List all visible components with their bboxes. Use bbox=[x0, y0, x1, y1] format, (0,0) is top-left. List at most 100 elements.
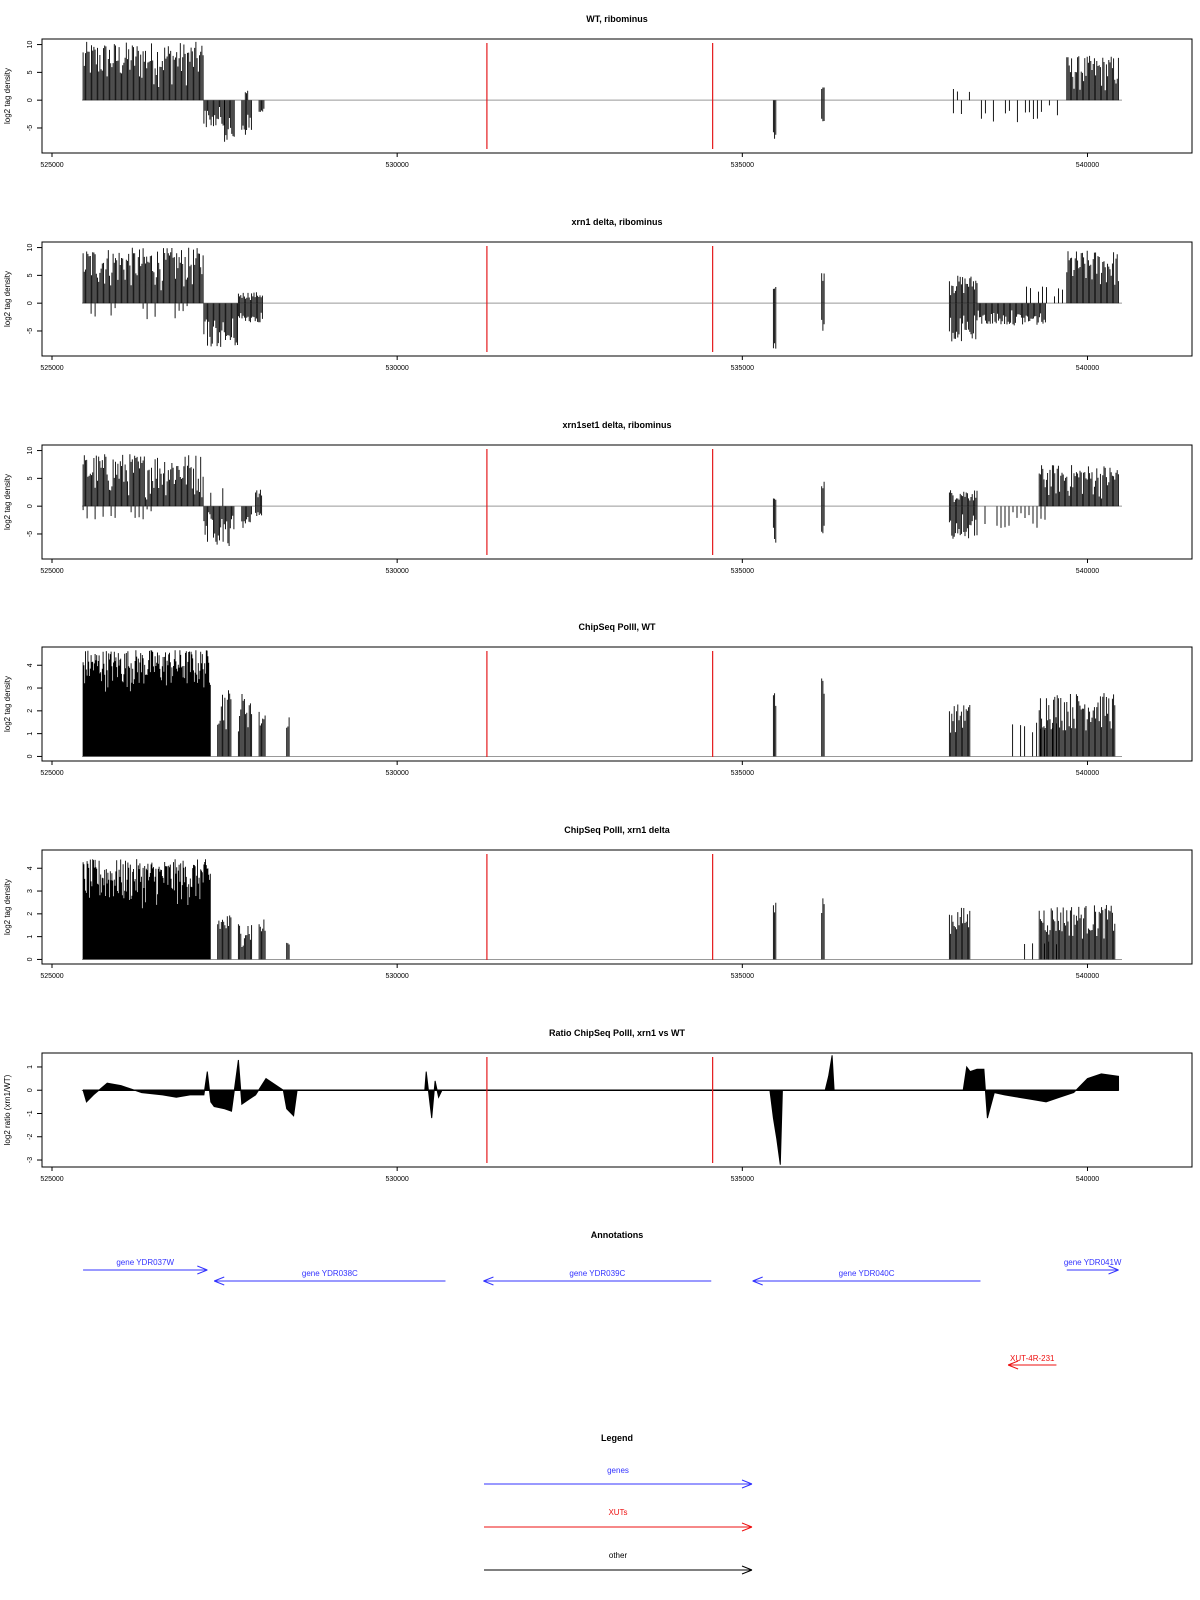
signal-bars bbox=[821, 100, 825, 122]
signal-bars bbox=[82, 506, 152, 520]
signal-bars bbox=[237, 694, 253, 757]
y-tick-label: -5 bbox=[27, 328, 34, 334]
signal-bars bbox=[258, 711, 266, 757]
legend-title: Legend bbox=[601, 1433, 633, 1443]
plot-frame bbox=[41, 241, 1193, 357]
y-axis-label: log2 tag density bbox=[3, 879, 12, 935]
y-tick-label: 2 bbox=[27, 709, 34, 713]
x-tick-label: 535000 bbox=[731, 365, 754, 372]
arrow-head bbox=[214, 1280, 225, 1286]
arrow-head bbox=[752, 1280, 763, 1286]
signal-bars bbox=[1066, 55, 1119, 101]
chart-panel-1: WT, ribominus log2 tag density -5 0 5 10 52500… bbox=[3, 14, 1193, 169]
signal-bars bbox=[772, 287, 777, 304]
signal-bars bbox=[286, 942, 290, 960]
chart-panel-3: xrn1set1 delta, ribominus log2 tag densit… bbox=[3, 420, 1193, 575]
y-tick-label: 5 bbox=[27, 476, 34, 480]
signal-bars bbox=[948, 907, 971, 960]
annotations-track: Annotations gene YDR037W gene YDR038C gene … bbox=[83, 1230, 1122, 1370]
gene-label: gene YDR037W bbox=[116, 1258, 174, 1267]
chart-title: xrn1set1 delta, ribominus bbox=[562, 420, 671, 430]
signal-bars bbox=[255, 489, 263, 507]
y-tick-label: 3 bbox=[27, 889, 34, 893]
legend: Legend genes XUTs other bbox=[484, 1433, 753, 1575]
gene-arrow bbox=[483, 1276, 712, 1286]
x-tick-label: 525000 bbox=[40, 365, 63, 372]
x-tick-label: 525000 bbox=[40, 973, 63, 980]
signal-bars bbox=[821, 273, 825, 304]
y-tick-label: -2 bbox=[27, 1134, 34, 1140]
y-tick-label: 0 bbox=[27, 504, 34, 508]
x-tick-label: 525000 bbox=[40, 568, 63, 575]
y-tick-label: 1 bbox=[27, 732, 34, 736]
signal-bars bbox=[948, 303, 978, 342]
chart-panel-6: Ratio ChipSeq PolII, xrn1 vs WT log2 rati… bbox=[3, 1028, 1193, 1183]
y-tick-label: 0 bbox=[27, 301, 34, 305]
y-tick-label: 0 bbox=[27, 957, 34, 961]
y-tick-label: 10 bbox=[27, 41, 34, 49]
arrow-head bbox=[741, 1522, 753, 1528]
signal-bars bbox=[1026, 286, 1063, 304]
y-tick-label: 1 bbox=[27, 1065, 34, 1069]
y-axis-label: log2 ratio (xrn1/WT) bbox=[3, 1074, 12, 1145]
signal-bars bbox=[241, 506, 252, 528]
signal-bars bbox=[258, 100, 265, 112]
signal-bars bbox=[1038, 905, 1116, 960]
signal-bars bbox=[952, 100, 1058, 123]
signal-bars bbox=[244, 90, 249, 101]
xut-arrow bbox=[1007, 1360, 1057, 1370]
signal-bars bbox=[976, 303, 1046, 326]
x-tick-label: 530000 bbox=[385, 365, 408, 372]
x-tick-label: 535000 bbox=[731, 973, 754, 980]
y-axis-label: log2 tag density bbox=[3, 68, 12, 124]
x-tick-label: 535000 bbox=[731, 1176, 754, 1183]
y-tick-label: 2 bbox=[27, 912, 34, 916]
signal-bars bbox=[821, 506, 825, 534]
chart-title: ChipSeq PolII, xrn1 delta bbox=[564, 825, 671, 835]
signal-bars bbox=[772, 100, 777, 139]
y-axis-label: log2 tag density bbox=[3, 271, 12, 327]
gene-arrow bbox=[214, 1276, 446, 1286]
y-tick-label: 0 bbox=[27, 98, 34, 102]
signal-bars bbox=[948, 506, 978, 539]
xut-label: XUT-4R-231 bbox=[1010, 1354, 1055, 1363]
signal-bars bbox=[772, 693, 777, 757]
signal-bars bbox=[948, 704, 971, 757]
y-tick-label: -1 bbox=[27, 1110, 34, 1116]
chart-title: WT, ribominus bbox=[586, 14, 648, 24]
gene-arrow bbox=[752, 1276, 981, 1286]
arrow-head bbox=[752, 1276, 763, 1282]
x-tick-label: 530000 bbox=[385, 770, 408, 777]
signal-bars bbox=[237, 924, 253, 960]
x-tick-label: 540000 bbox=[1076, 568, 1099, 575]
gene-arrow bbox=[1066, 1265, 1119, 1275]
arrow-head bbox=[483, 1280, 494, 1286]
signal-bars bbox=[948, 490, 978, 507]
arrow-head bbox=[197, 1269, 208, 1275]
signal-bars bbox=[82, 454, 204, 507]
y-tick-label: -5 bbox=[27, 125, 34, 131]
arrow-head bbox=[741, 1526, 753, 1532]
signal-bars bbox=[217, 690, 232, 757]
x-tick-label: 530000 bbox=[385, 1176, 408, 1183]
arrow-head bbox=[741, 1483, 753, 1489]
signal-bars bbox=[255, 506, 263, 516]
x-tick-label: 525000 bbox=[40, 770, 63, 777]
signal-bars bbox=[772, 498, 777, 507]
arrow-head bbox=[741, 1569, 753, 1575]
signal-bars bbox=[224, 100, 235, 142]
gene-label: gene YDR039C bbox=[569, 1269, 625, 1278]
signal-bars bbox=[82, 247, 204, 304]
signal-bars bbox=[772, 902, 777, 960]
signal-bars bbox=[948, 275, 978, 304]
signal-bars bbox=[210, 488, 224, 507]
plot-frame bbox=[41, 1052, 1193, 1168]
signal-bars bbox=[82, 41, 204, 101]
signal-bars bbox=[217, 915, 232, 960]
x-tick-label: 535000 bbox=[731, 770, 754, 777]
y-tick-label: 3 bbox=[27, 686, 34, 690]
signal-bars bbox=[772, 506, 777, 543]
signal-bars bbox=[82, 859, 211, 960]
y-tick-label: 4 bbox=[27, 866, 34, 870]
signal-bars bbox=[90, 303, 188, 320]
